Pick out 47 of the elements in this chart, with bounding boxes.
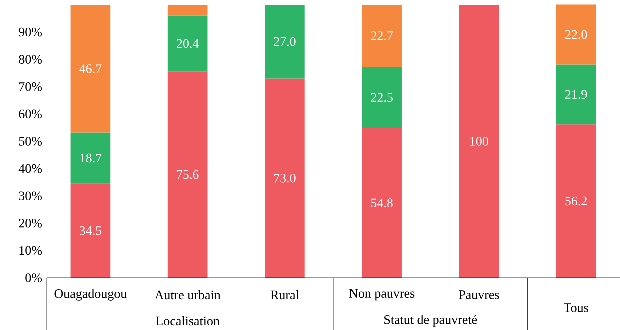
bar bbox=[168, 5, 208, 16]
text: Statut de pauvreté bbox=[384, 315, 478, 327]
x-tick-label: Rural bbox=[270, 290, 300, 300]
data-label: 22.7 bbox=[371, 32, 394, 40]
bar bbox=[362, 128, 402, 278]
data-label: 18.7 bbox=[80, 154, 102, 163]
bar bbox=[459, 5, 500, 278]
bar bbox=[265, 5, 305, 79]
data-label: 20.4 bbox=[177, 39, 200, 48]
data-label: 27.0 bbox=[274, 37, 296, 46]
bar bbox=[70, 5, 111, 133]
y-tick-label: 90% bbox=[19, 28, 42, 37]
y-tick-label: 70% bbox=[20, 82, 42, 92]
data-label: 46.7 bbox=[80, 64, 102, 74]
bar bbox=[362, 66, 402, 128]
bar bbox=[168, 16, 208, 72]
data-label: 34.5 bbox=[80, 226, 102, 236]
y-tick-label: 20% bbox=[19, 218, 42, 228]
bar bbox=[556, 4, 596, 65]
data-label: 22.0 bbox=[565, 30, 588, 40]
data-label: 56.2 bbox=[566, 196, 587, 206]
bar bbox=[70, 132, 111, 184]
x-tick-label: Pauvres bbox=[458, 290, 500, 300]
y-tick-label: 0% bbox=[26, 274, 42, 282]
data-label: 75.6 bbox=[177, 170, 199, 180]
bar bbox=[265, 78, 305, 278]
y-tick-label: 40% bbox=[18, 164, 42, 174]
data-label: 100 bbox=[470, 137, 488, 146]
y-tick-label: 80% bbox=[19, 55, 42, 64]
y-tick-label: 10% bbox=[20, 246, 42, 256]
x-tick-label: Tous bbox=[564, 304, 588, 312]
y-tick-label: 60% bbox=[19, 110, 42, 119]
data-label: 73.0 bbox=[274, 174, 296, 183]
text: Localisation bbox=[156, 316, 220, 326]
bar bbox=[556, 124, 596, 278]
y-tick-label: 50% bbox=[19, 137, 42, 146]
x-tick-label: Ouagadougou bbox=[54, 289, 127, 301]
data-label: 21.9 bbox=[565, 90, 588, 100]
x-tick-label: Non pauvres bbox=[349, 289, 415, 301]
bar bbox=[362, 5, 402, 67]
y-tick-label: 30% bbox=[19, 192, 42, 201]
bar bbox=[556, 64, 596, 125]
bar bbox=[70, 184, 111, 278]
data-label: 54.8 bbox=[371, 198, 393, 208]
bar bbox=[168, 72, 208, 278]
data-label: 22.5 bbox=[371, 93, 393, 102]
x-tick-label: Autre urbain bbox=[154, 290, 221, 300]
